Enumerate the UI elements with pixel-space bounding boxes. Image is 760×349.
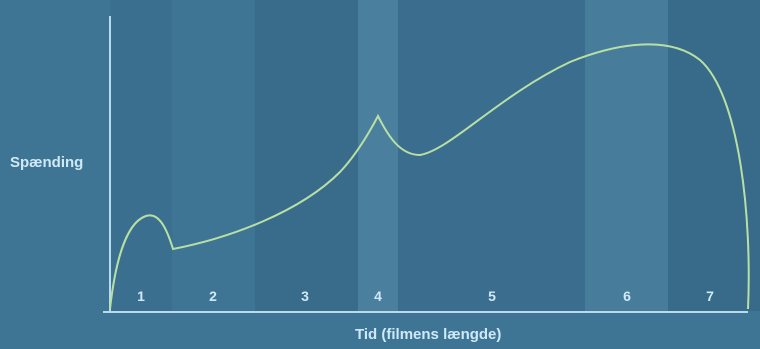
segment-label-2: 2 [209, 288, 217, 304]
x-axis-label: Tid (filmens længde) [355, 326, 502, 343]
segment-label-4: 4 [374, 288, 382, 304]
segment-label-3: 3 [301, 288, 309, 304]
segment-band-2 [172, 0, 255, 311]
y-axis-label: Spænding [10, 154, 84, 171]
segment-band-7 [668, 0, 760, 311]
segment-label-6: 6 [623, 288, 631, 304]
segment-label-1: 1 [137, 288, 145, 304]
segment-band-1 [110, 0, 172, 311]
segment-label-7: 7 [706, 288, 714, 304]
segment-band-3 [255, 0, 358, 311]
tension-curve [109, 43, 750, 310]
segment-band-4 [358, 0, 398, 311]
segment-label-5: 5 [488, 288, 496, 304]
segment-band-5 [398, 0, 585, 311]
